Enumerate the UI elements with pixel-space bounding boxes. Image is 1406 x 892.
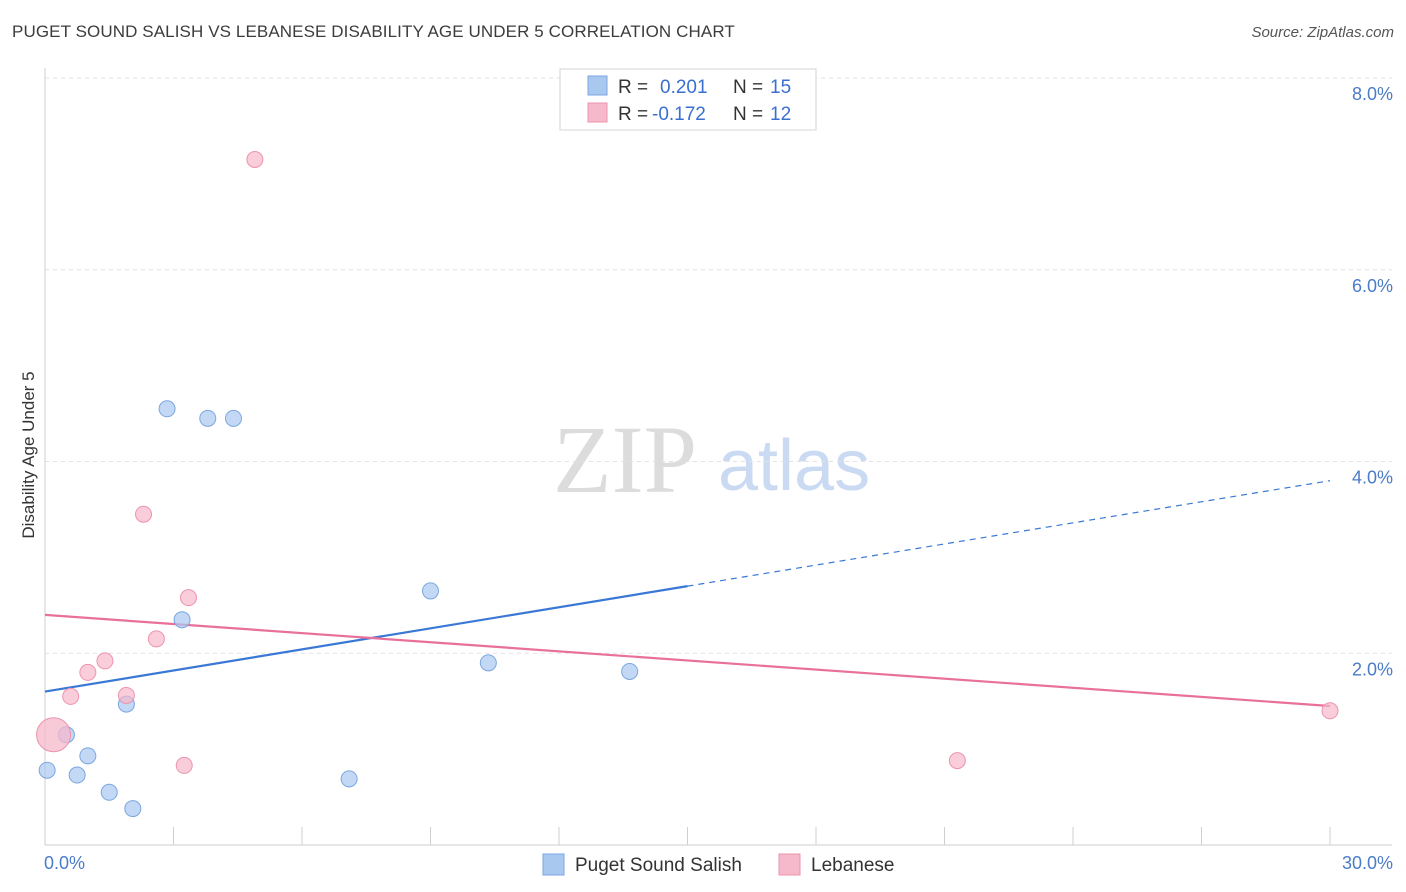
y-tick-label: 4.0% <box>1352 468 1393 488</box>
y-tick-label: 6.0% <box>1352 276 1393 296</box>
legend-r-value: 0.201 <box>660 77 708 98</box>
legend-swatch-salish <box>587 75 608 96</box>
data-point-salish <box>340 770 358 788</box>
data-point-lebanese <box>79 663 97 681</box>
data-points <box>36 150 1339 818</box>
legend-row-salish: R = 0.201 N = 15 <box>587 75 791 98</box>
data-point-lebanese <box>135 505 153 523</box>
data-point-lebanese <box>117 686 135 704</box>
data-point-salish <box>38 761 56 779</box>
x-tick-label: 30.0% <box>1342 853 1393 873</box>
legend-top: R = 0.201 N = 15 R = -0.172 N = 12 <box>559 68 817 131</box>
y-axis-label: Disability Age Under 5 <box>19 371 38 538</box>
axes <box>44 68 1392 846</box>
trend-line-lebanese <box>44 613 1331 708</box>
legend-n-label: N = <box>733 104 763 125</box>
legend-n-label: N = <box>733 77 763 98</box>
legend-row-lebanese: R = -0.172 N = 12 <box>587 102 791 125</box>
data-point-lebanese <box>246 150 264 168</box>
legend-bottom-swatch-lebanese <box>778 853 801 876</box>
source-credit: Source: ZipAtlas.com <box>1251 24 1394 41</box>
data-point-lebanese <box>948 752 966 770</box>
chart-title: PUGET SOUND SALISH VS LEBANESE DISABILIT… <box>12 22 735 41</box>
data-point-salish <box>100 783 118 801</box>
data-point-lebanese <box>36 717 72 753</box>
data-point-lebanese <box>96 652 114 670</box>
y-tick-label: 2.0% <box>1352 659 1393 679</box>
legend-bottom: Puget Sound Salish Lebanese <box>542 853 894 876</box>
data-point-lebanese <box>62 687 80 705</box>
data-point-lebanese <box>175 756 193 774</box>
legend-r-value: -0.172 <box>652 104 706 125</box>
data-point-salish <box>158 400 176 418</box>
legend-r-label: R = <box>618 77 648 98</box>
data-point-salish <box>621 662 639 680</box>
legend-bottom-swatch-salish <box>542 853 565 876</box>
tick-labels: 2.0% 4.0% 6.0% 8.0% 0.0% 30.0% <box>44 84 1393 873</box>
legend-n-value: 15 <box>770 77 791 98</box>
data-point-lebanese <box>1321 702 1339 720</box>
trend-line-salish <box>44 585 688 693</box>
data-point-salish <box>68 766 86 784</box>
legend-r-label: R = <box>618 104 648 125</box>
trend-line-extension <box>687 480 1331 587</box>
data-point-salish <box>422 582 439 600</box>
trend-lines <box>44 480 1331 708</box>
watermark: ZIP atlas <box>553 406 870 513</box>
data-point-salish <box>124 800 142 818</box>
grid-lines <box>45 77 1392 654</box>
data-point-salish <box>199 409 217 427</box>
y-tick-label: 8.0% <box>1352 84 1393 104</box>
x-tick-label: 0.0% <box>44 853 85 873</box>
data-point-lebanese <box>179 589 197 607</box>
legend-bottom-label-salish: Puget Sound Salish <box>575 855 742 876</box>
legend-n-value: 12 <box>770 104 791 125</box>
data-point-salish <box>224 409 242 427</box>
data-point-salish <box>173 611 191 629</box>
legend-swatch-lebanese <box>587 102 608 123</box>
data-point-lebanese <box>147 630 165 648</box>
watermark-zip: ZIP <box>553 406 697 513</box>
watermark-atlas: atlas <box>718 426 870 506</box>
legend-bottom-label-lebanese: Lebanese <box>811 855 894 876</box>
data-point-salish <box>479 654 497 672</box>
data-point-salish <box>79 747 97 765</box>
